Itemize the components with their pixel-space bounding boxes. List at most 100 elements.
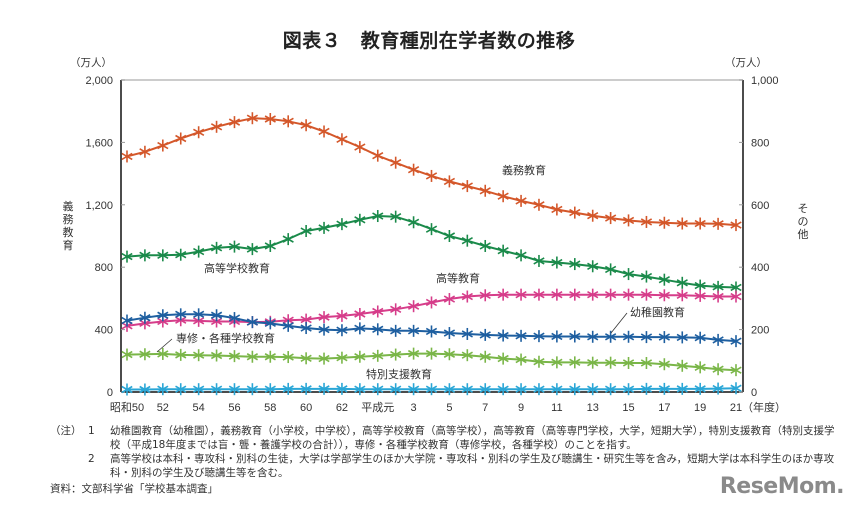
right-axis-unit: （万人） [725, 57, 767, 69]
series-特別支援教育 [121, 382, 742, 396]
data-point [139, 348, 151, 361]
data-point [318, 352, 330, 365]
left-tick-label: 400 [95, 325, 113, 337]
data-point [282, 351, 294, 364]
data-point [157, 383, 169, 396]
note-number: 1 [88, 425, 95, 437]
data-point [712, 217, 724, 230]
x-tick-label: 9 [518, 402, 524, 414]
x-tick-label: 62 [336, 402, 348, 414]
x-tick-label: 3 [411, 402, 417, 414]
data-point [372, 305, 384, 318]
data-point [121, 383, 133, 396]
data-point [246, 383, 259, 396]
data-point [318, 323, 330, 336]
data-point [193, 383, 205, 396]
data-point [300, 382, 312, 395]
data-point [587, 383, 599, 396]
data-point [461, 327, 473, 340]
data-point [193, 308, 205, 321]
data-point [479, 328, 491, 341]
data-point [658, 382, 670, 395]
data-point [157, 249, 169, 262]
data-point [246, 316, 259, 329]
data-point [497, 383, 509, 396]
data-point [443, 327, 456, 340]
data-point [246, 112, 259, 125]
data-point [712, 363, 724, 376]
data-point [569, 206, 581, 219]
data-point [264, 383, 276, 396]
data-point [336, 382, 348, 395]
data-point [533, 383, 545, 396]
data-point [640, 356, 653, 369]
data-point [730, 219, 742, 232]
svg-text:そ: そ [798, 202, 809, 215]
data-point [461, 180, 473, 193]
data-point [354, 322, 366, 335]
series-高等学校教育 [121, 210, 742, 294]
data-point [425, 223, 438, 236]
annotation-専修・各種学校教育: 専修・各種学校教育 [176, 331, 275, 345]
data-point [604, 288, 617, 301]
x-tick-label: 58 [264, 402, 276, 414]
x-tick-label: 52 [157, 402, 169, 414]
data-point [390, 303, 402, 316]
data-point [282, 233, 294, 246]
data-point [425, 296, 438, 309]
data-point [551, 203, 563, 216]
data-point [407, 300, 420, 313]
data-point [443, 383, 456, 396]
x-tick-label: 15 [622, 402, 634, 414]
annotation-幼稚園教育: 幼稚園教育 [630, 305, 685, 319]
right-tick-label: 200 [751, 325, 769, 337]
data-point [604, 383, 617, 396]
series-layer [121, 112, 742, 396]
data-point [139, 249, 151, 262]
series-義務教育 [121, 112, 742, 232]
chart-title: 図表３ 教育種別在学者数の推移 [282, 30, 576, 52]
data-point [264, 350, 276, 363]
data-point [300, 119, 312, 132]
svg-text:他: 他 [798, 228, 809, 241]
data-point [497, 190, 509, 203]
data-point [282, 115, 294, 128]
data-point [264, 239, 276, 252]
annotation-高等教育: 高等教育 [436, 271, 480, 285]
data-point [730, 382, 742, 395]
data-point [121, 150, 133, 163]
data-point [175, 248, 187, 261]
data-point [372, 149, 384, 162]
right-tick-label: 800 [751, 137, 769, 149]
data-point [372, 349, 384, 362]
data-point [533, 330, 545, 343]
right-axis-title: その他 [798, 202, 809, 241]
data-point [569, 258, 581, 271]
data-point [515, 249, 527, 262]
data-point [228, 116, 241, 129]
data-point [497, 288, 509, 301]
data-point [407, 163, 420, 176]
data-point [622, 268, 635, 281]
data-point [300, 352, 312, 365]
data-point [336, 324, 348, 337]
data-point [497, 244, 509, 257]
data-point [372, 383, 384, 396]
data-point [354, 213, 366, 226]
data-point [712, 290, 724, 303]
data-point [121, 250, 133, 263]
x-tick-label: 7 [482, 402, 488, 414]
data-point [354, 350, 366, 363]
x-tick-label: 17 [658, 402, 670, 414]
data-point [569, 356, 581, 369]
data-point [193, 126, 205, 139]
data-point [175, 348, 187, 361]
data-point [336, 218, 348, 231]
data-point [551, 288, 563, 301]
data-point [139, 383, 151, 396]
data-point [318, 221, 330, 234]
data-point [372, 210, 384, 223]
left-tick-label: 0 [107, 387, 113, 399]
data-point [551, 256, 563, 269]
data-point [336, 133, 348, 146]
